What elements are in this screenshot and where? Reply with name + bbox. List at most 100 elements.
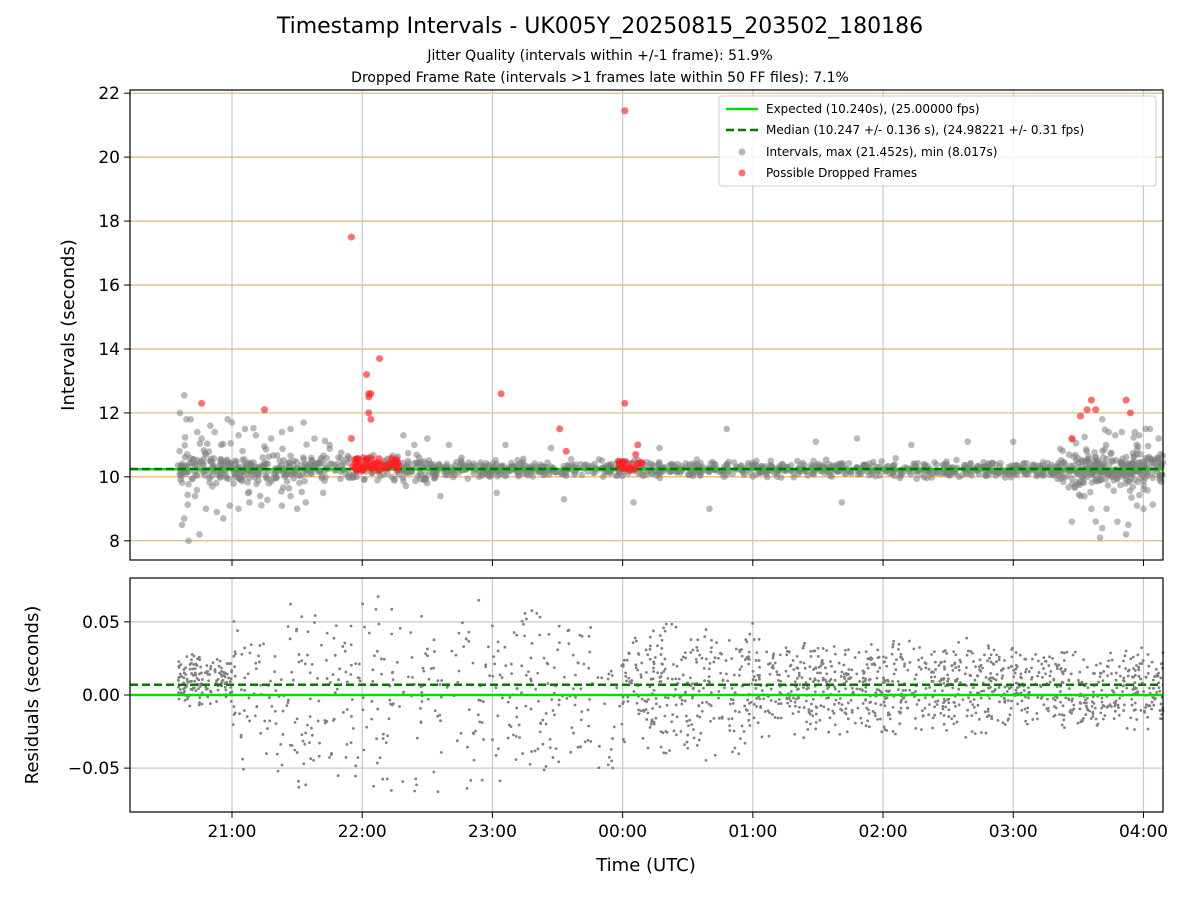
residual-point <box>1117 713 1121 717</box>
interval-outlier-point <box>178 521 186 529</box>
residual-point <box>825 696 829 700</box>
residual-point <box>420 700 424 703</box>
residual-point <box>983 710 987 714</box>
interval-point <box>223 474 230 482</box>
residual-point <box>851 690 855 694</box>
residual-point <box>229 685 233 689</box>
residual-point <box>821 676 825 680</box>
residual-point <box>337 678 340 682</box>
residual-point <box>286 701 290 704</box>
residual-point <box>1070 711 1074 715</box>
residual-point <box>545 661 549 665</box>
residual-point <box>438 713 442 717</box>
residual-point <box>747 718 751 722</box>
interval-outlier-point <box>209 483 216 490</box>
residual-point <box>469 778 473 782</box>
dropped-frame-point <box>365 409 373 417</box>
residual-point <box>1159 702 1163 706</box>
residual-point <box>913 677 917 681</box>
residual-point <box>633 636 637 640</box>
residual-point <box>861 689 864 692</box>
residual-point <box>533 749 537 753</box>
residual-point <box>1101 717 1105 721</box>
residual-point <box>666 696 670 700</box>
residual-point <box>793 732 797 736</box>
residual-point <box>544 722 548 726</box>
residual-point <box>662 669 666 673</box>
residual-point <box>538 615 542 619</box>
interval-outlier-point <box>547 444 555 452</box>
interval-point <box>942 460 949 467</box>
residual-point <box>586 708 590 712</box>
residual-point <box>662 751 666 755</box>
residual-point <box>621 695 625 699</box>
residual-point <box>969 691 972 694</box>
residual-point <box>772 652 776 656</box>
residual-point <box>243 676 247 680</box>
residual-point <box>838 732 842 736</box>
residual-point <box>334 624 338 628</box>
residual-point <box>973 678 977 682</box>
interval-point <box>346 474 353 482</box>
residual-point <box>1084 704 1088 708</box>
residual-point <box>589 626 593 629</box>
interval-point <box>1076 481 1084 489</box>
residual-point <box>791 712 795 716</box>
residual-point <box>333 691 337 695</box>
residual-point <box>654 716 658 720</box>
residual-point <box>1099 711 1103 715</box>
residual-point <box>636 652 640 655</box>
residual-point <box>1091 695 1095 699</box>
residual-point <box>576 745 580 749</box>
residual-point <box>1086 696 1089 700</box>
residual-point <box>1061 672 1065 676</box>
residual-point <box>1135 718 1139 721</box>
interval-outlier-point <box>278 428 286 436</box>
residual-point <box>803 666 807 670</box>
residual-point <box>643 699 647 703</box>
residual-point <box>902 696 906 700</box>
residual-point <box>178 672 182 676</box>
residual-point <box>934 668 937 671</box>
residual-point <box>903 665 906 668</box>
residual-point <box>803 641 807 645</box>
residual-point <box>654 697 658 700</box>
interval-point <box>1111 472 1118 479</box>
residual-point <box>587 724 591 728</box>
residual-point <box>737 752 741 756</box>
residual-point <box>825 649 828 653</box>
residual-point <box>488 674 492 678</box>
residual-point <box>755 651 759 655</box>
residual-point <box>996 718 1000 722</box>
residual-point <box>896 680 900 683</box>
residual-point <box>1046 709 1050 713</box>
residual-point <box>371 668 375 672</box>
residual-point <box>833 670 837 674</box>
residual-point <box>986 659 990 663</box>
residual-point <box>295 751 299 754</box>
residual-point <box>653 656 657 659</box>
interval-point <box>1148 459 1156 466</box>
residual-point <box>209 665 213 668</box>
residual-point <box>1137 674 1141 678</box>
interval-point <box>283 461 290 468</box>
residual-point <box>523 634 526 638</box>
residual-point <box>914 716 917 720</box>
residual-point <box>1020 699 1024 703</box>
interval-outlier-point <box>838 499 846 506</box>
interval-point <box>262 446 270 453</box>
residual-point <box>1039 697 1043 700</box>
residual-point <box>1002 696 1006 700</box>
residual-point <box>194 662 198 666</box>
residual-point <box>1113 704 1117 708</box>
residuals-y-tick-label: 0.05 <box>82 613 120 633</box>
residual-point <box>354 774 357 778</box>
residual-point <box>379 657 383 661</box>
interval-point <box>203 440 211 448</box>
interval-point <box>1142 454 1149 462</box>
residual-point <box>1133 669 1137 672</box>
residual-point <box>793 700 797 704</box>
residual-point <box>861 676 865 680</box>
interval-point <box>416 469 424 476</box>
residual-point <box>349 663 353 667</box>
